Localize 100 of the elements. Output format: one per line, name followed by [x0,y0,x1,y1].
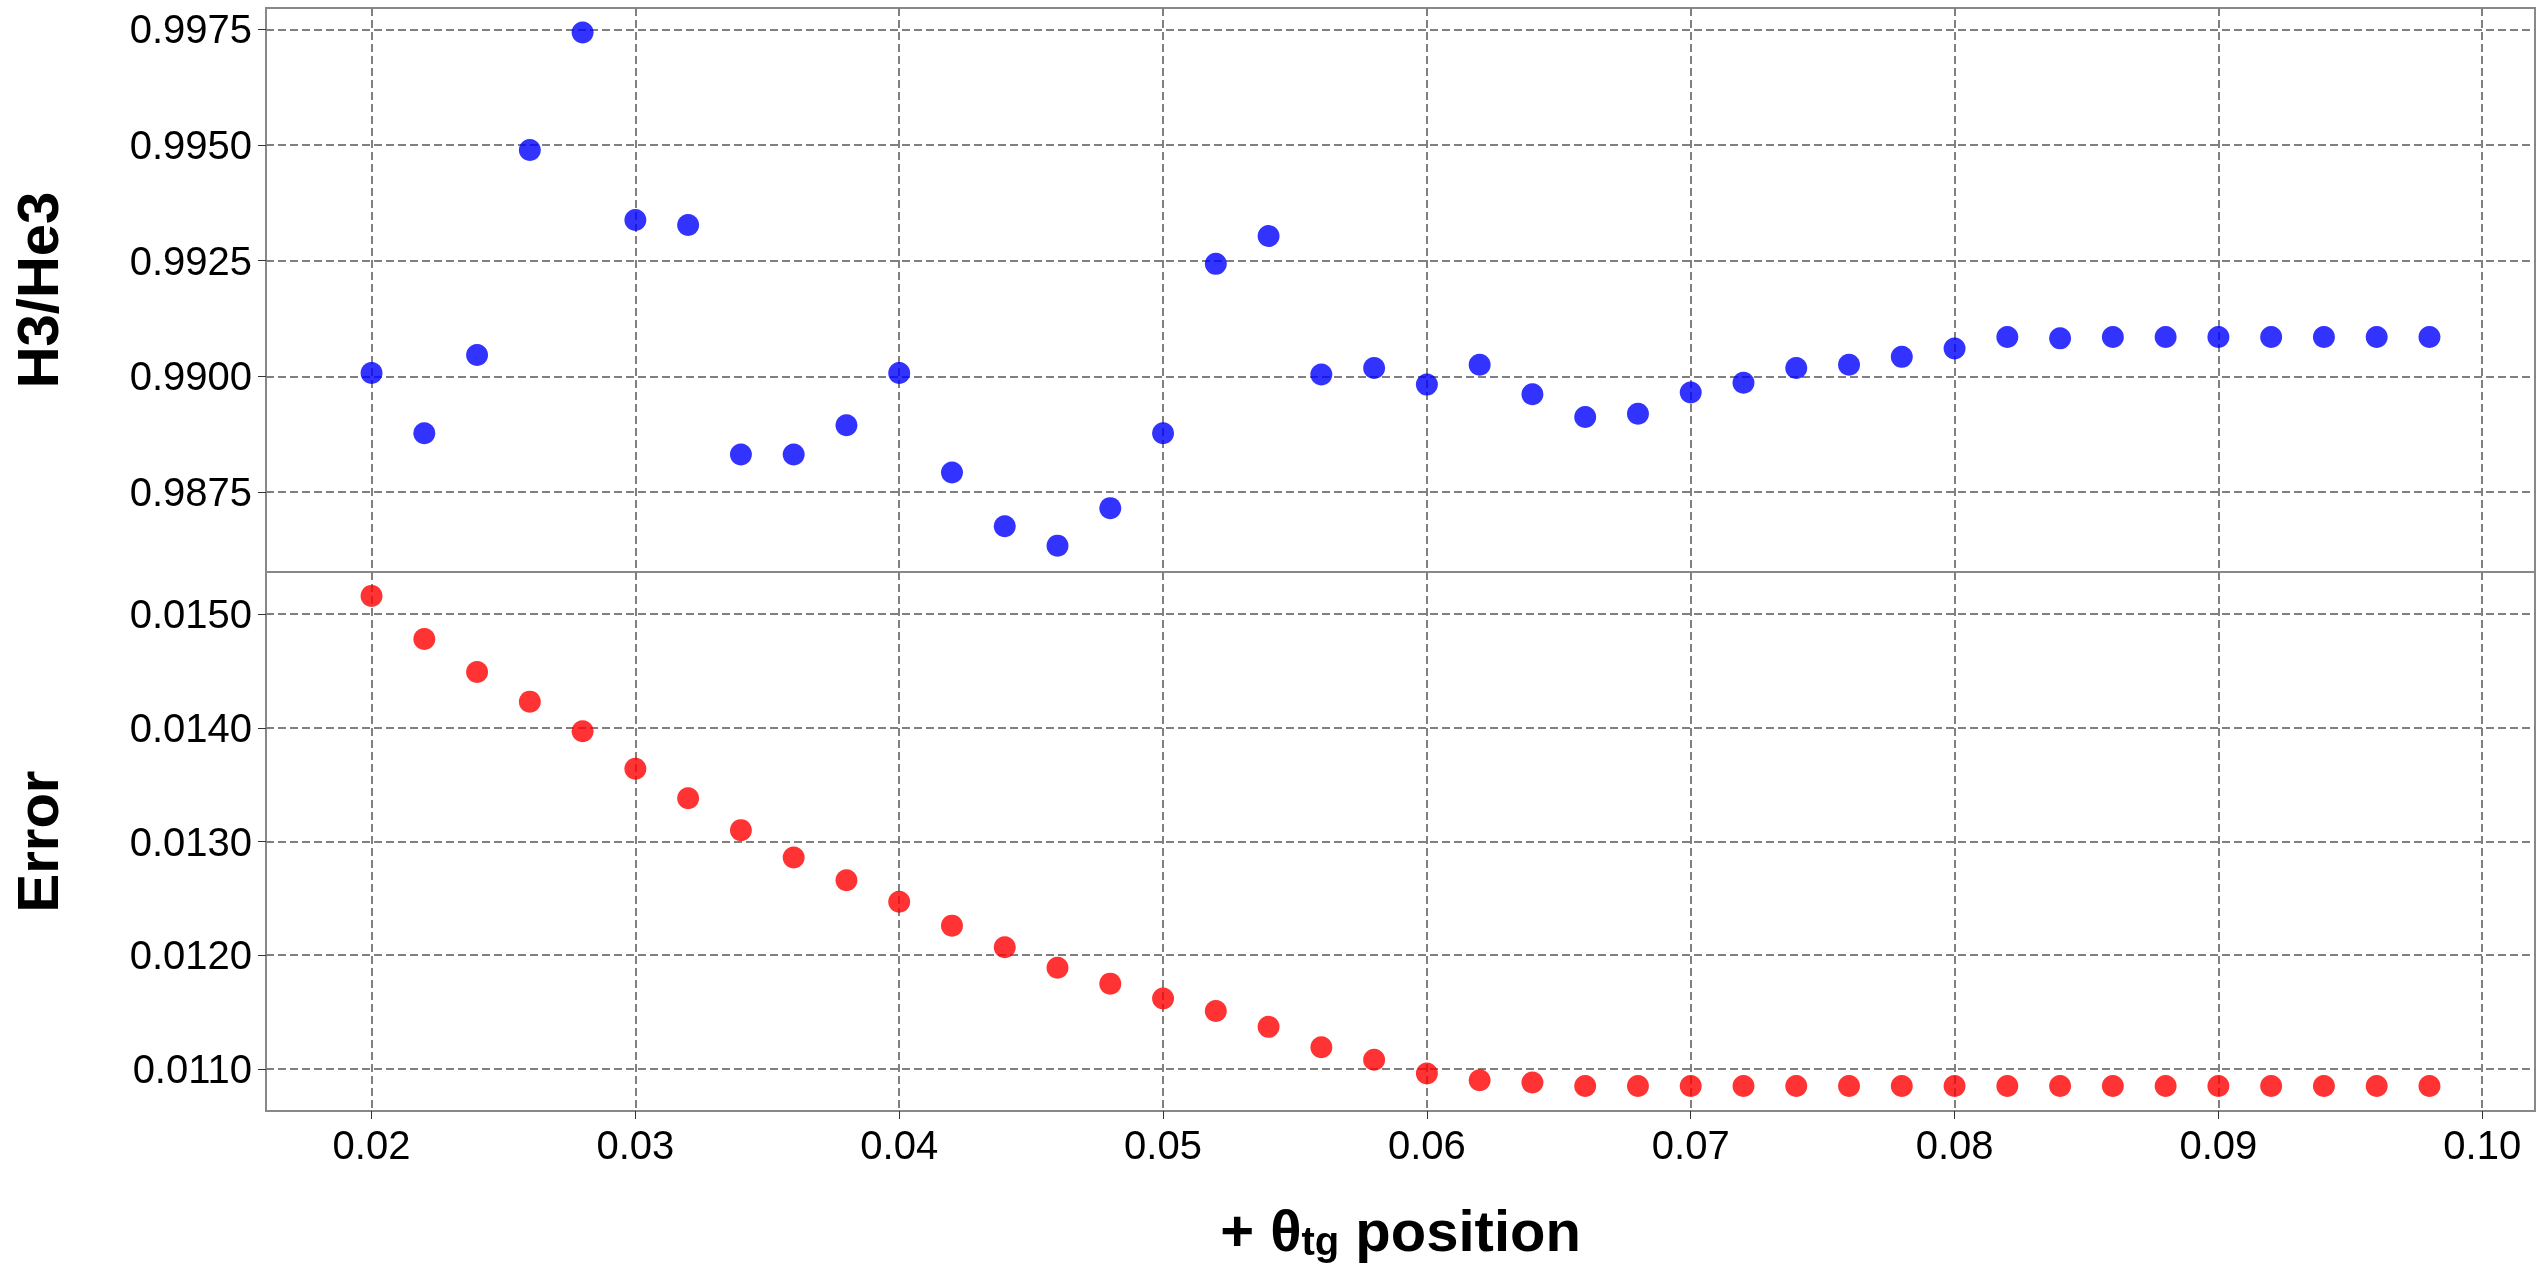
point [413,422,436,445]
point [1626,402,1649,425]
x-tick-label: 0.09 [2179,1123,2258,1167]
point [1574,1074,1597,1097]
y-tick-label: 0.9925 [129,238,252,283]
point [1943,1074,1966,1097]
point [624,757,647,780]
y-tick-label: 0.0140 [129,705,252,750]
point [782,443,805,466]
x-tick-label: 0.07 [1651,1123,1730,1167]
point [624,208,647,231]
x-tick-label: 0.02 [332,1123,411,1167]
y-tick-label: 0.9875 [129,469,252,514]
y-tick-label: 0.0150 [129,592,252,637]
point [993,515,1016,538]
point [1785,356,1808,379]
point [941,461,963,484]
point [2101,1074,2124,1097]
point [571,21,594,44]
point [360,584,383,607]
point [1626,1074,1649,1097]
point [1415,1062,1438,1085]
point [2260,1074,2283,1097]
point [2207,325,2230,348]
point [1890,1074,1913,1097]
point [413,628,436,651]
point [1046,534,1069,557]
point [2207,1074,2230,1097]
x-tick-label: 0.05 [1124,1123,1202,1167]
point [1152,987,1175,1010]
point [1363,1048,1386,1071]
point [677,214,700,236]
y-tick-label: 0.9975 [129,7,252,52]
point [1996,325,2019,348]
point [1943,337,1966,360]
point [1099,972,1122,995]
point [1257,1015,1280,1038]
x-tick-label: 0.04 [860,1123,939,1167]
point [1521,383,1544,406]
x-tick-label: 0.06 [1387,1123,1466,1167]
point [888,362,911,385]
point [1890,345,1913,368]
x-axis-title: + θtg position [1220,1197,1581,1263]
point [1257,225,1280,248]
y-tick-label: 0.0120 [129,933,252,978]
point [2365,1074,2388,1097]
y-axis-title: H3/He3 [4,191,70,389]
point [993,936,1016,959]
x-tick-label: 0.03 [596,1123,675,1167]
point [888,890,911,913]
point [729,443,752,466]
point [2365,325,2388,348]
y-tick-label: 0.9900 [129,354,252,399]
y-tick-label: 0.9950 [129,122,252,167]
point [2260,325,2283,348]
point [782,846,805,869]
point [2312,325,2335,348]
point [1415,373,1438,396]
point [466,661,489,684]
point [2049,327,2072,350]
point [1679,381,1702,404]
point [360,362,383,385]
point [1310,1036,1333,1059]
point [2154,325,2177,348]
point [1996,1074,2019,1097]
point [2101,325,2124,348]
point [571,720,594,743]
point [1099,497,1122,520]
point [1679,1074,1702,1097]
point [1468,1069,1491,1092]
point [1046,956,1069,979]
point [518,139,541,162]
y-tick-label: 0.0130 [129,819,252,864]
point [2312,1074,2335,1097]
x-tick-label: 0.08 [1915,1123,1994,1167]
point [2154,1074,2177,1097]
point [2418,1074,2441,1097]
y-tick-label: 0.0110 [132,1046,252,1091]
point [835,869,858,892]
point [941,914,963,937]
point [2418,325,2441,348]
point [835,414,858,437]
point [1838,353,1861,376]
point [1574,406,1597,428]
point [1785,1074,1808,1097]
point [1363,356,1386,379]
point [1204,252,1227,275]
point [1152,422,1175,445]
point [1310,363,1333,386]
point [1521,1071,1544,1094]
point [677,787,700,810]
y-axis-title: Error [4,770,70,913]
point [2049,1074,2072,1097]
point [1468,353,1491,376]
point [729,819,752,842]
x-tick-label: 0.10 [2443,1123,2522,1167]
point [518,690,541,713]
point [1732,1074,1755,1097]
point [466,344,489,366]
point [1732,371,1755,394]
